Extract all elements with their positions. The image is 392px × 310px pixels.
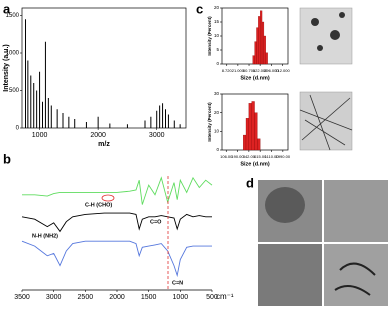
- y-tick-label: 500: [9, 88, 20, 94]
- annotation: N-H (NH2): [32, 233, 58, 239]
- histogram-bar: [254, 112, 258, 151]
- x-tick-label: 3000: [149, 132, 165, 139]
- y-tick-label: 10: [214, 33, 220, 38]
- panel-label: a: [3, 1, 11, 16]
- particle: [317, 45, 323, 51]
- x-axis-label: Size (d.nm): [240, 161, 270, 167]
- x-tick-label: 3500: [14, 294, 30, 301]
- x-tick-label: 3000: [46, 294, 62, 301]
- y-tick-label: 20: [214, 110, 220, 115]
- y-tick-label: 0: [16, 126, 20, 132]
- y-tick-label: 5: [216, 47, 219, 52]
- x-tick-label: 1990.00: [276, 154, 291, 159]
- tem-image: [324, 244, 388, 306]
- x-tick-label: 2000: [90, 132, 106, 139]
- annotation: C=O: [150, 219, 162, 225]
- x-tick-label: 1500: [141, 294, 157, 301]
- y-tick-label: 1000: [6, 51, 20, 57]
- structure: [334, 262, 376, 296]
- x-axis-label: m/z: [98, 141, 110, 148]
- x-unit: cm⁻¹: [216, 292, 234, 301]
- histogram-bar: [254, 41, 257, 65]
- spectrum-line: [21, 240, 212, 278]
- x-tick-label: 712.000: [275, 68, 290, 73]
- y-tick-label: 15: [214, 19, 220, 24]
- y-tick-label: 10: [214, 129, 220, 134]
- x-tick-label: 500: [206, 294, 218, 301]
- x-tick-label: 190.00: [231, 154, 244, 159]
- y-axis-label: Intensity (Percent): [207, 16, 212, 56]
- histogram-bar: [260, 10, 263, 65]
- x-tick-label: 106.00: [220, 154, 233, 159]
- histogram-bar: [261, 21, 265, 65]
- spectrum-line: [21, 212, 212, 233]
- y-tick-label: 0: [216, 147, 219, 152]
- y-tick-label: 30: [214, 91, 220, 96]
- y-tick-label: 0: [216, 61, 219, 66]
- cell: [265, 187, 305, 223]
- x-tick-label: 50.700: [243, 68, 256, 73]
- histogram-bar: [248, 103, 252, 151]
- fibers: [299, 94, 353, 151]
- x-tick-label: 122.000: [253, 68, 268, 73]
- histogram-bar: [265, 52, 268, 65]
- particle: [330, 30, 340, 40]
- x-tick-label: 21.000: [232, 68, 245, 73]
- panel-label: b: [3, 151, 11, 166]
- histogram-bar: [256, 27, 259, 65]
- panel-label: d: [246, 175, 254, 190]
- y-axis-label: Intensity (a.u.): [3, 44, 10, 91]
- y-axis-label: Intensity (Percent): [207, 102, 212, 142]
- y-tick-label: 20: [214, 5, 220, 10]
- histogram-bar: [263, 35, 266, 65]
- annotation: C-H (CHO): [85, 202, 112, 208]
- histogram-bar: [252, 55, 255, 65]
- histogram-bar: [243, 134, 247, 151]
- tem-image: [258, 244, 322, 306]
- particle: [311, 18, 319, 26]
- highlight: [101, 194, 115, 202]
- plot-frame: [21, 7, 187, 129]
- tem-image: [324, 180, 388, 242]
- x-tick-label: 1110.00: [265, 154, 280, 159]
- x-tick-label: 2000: [109, 294, 125, 301]
- particle: [339, 12, 345, 18]
- x-tick-label: 1000: [32, 132, 48, 139]
- x-axis-label: Size (d.nm): [240, 75, 270, 81]
- y-tick-label: 1500: [6, 13, 20, 19]
- x-tick-label: 342.00: [243, 154, 256, 159]
- x-tick-label: 1000: [173, 294, 189, 301]
- x-tick-label: 615.00: [254, 154, 267, 159]
- annotation: C=N: [172, 280, 183, 286]
- histogram-bar: [257, 138, 261, 151]
- histogram-bar: [251, 101, 255, 151]
- tem-image: [299, 91, 353, 151]
- x-tick-label: 296.000: [264, 68, 279, 73]
- histogram-bar: [245, 118, 250, 151]
- x-tick-label: 8.720: [222, 68, 233, 73]
- histogram-bar: [258, 16, 261, 65]
- panel-label: c: [196, 1, 203, 16]
- x-tick-label: 2500: [78, 294, 94, 301]
- spectrum-line: [22, 176, 213, 205]
